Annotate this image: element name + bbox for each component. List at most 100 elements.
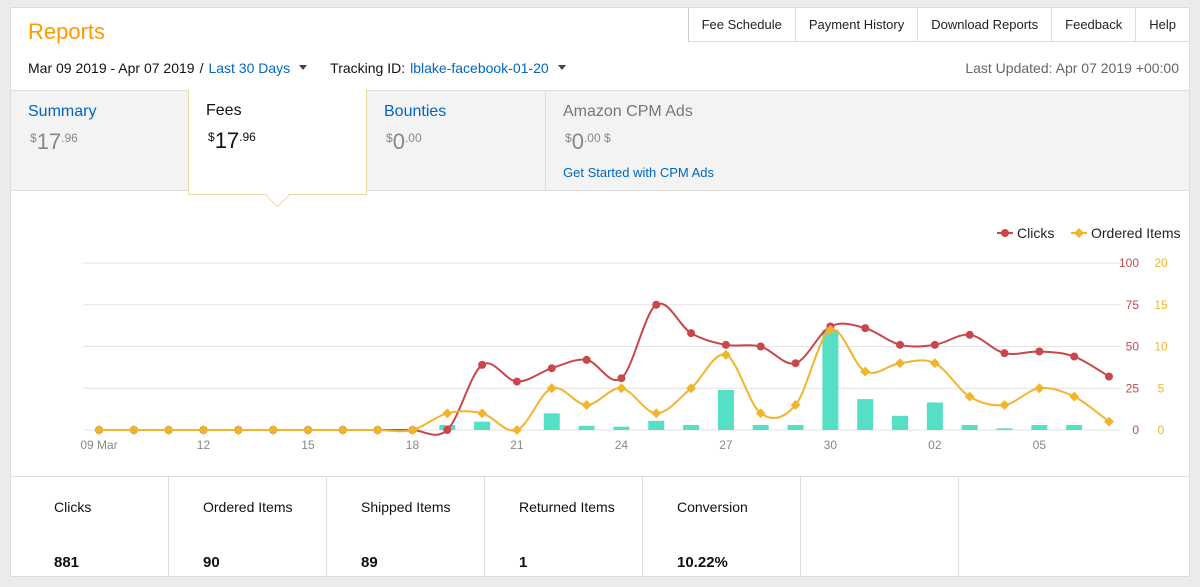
get-started-cpm-link[interactable]: Get Started with CPM Ads — [563, 165, 715, 180]
stats-row: Clicks 881 Ordered Items 90 Shipped Items 8… — [11, 476, 1189, 576]
clicks-point — [791, 359, 800, 368]
x-tick-label: 27 — [719, 438, 733, 452]
x-tick-label: 12 — [197, 438, 211, 452]
tab-bounties[interactable]: Bounties $0.00 — [367, 91, 545, 190]
ordered-items-point — [268, 425, 279, 435]
y-right-tick-label: 20 — [1154, 256, 1168, 270]
top-nav: Fee Schedule Payment History Download Re… — [687, 8, 1189, 42]
bar — [613, 426, 630, 430]
stat-label: Conversion — [677, 499, 748, 515]
tab-summary[interactable]: Summary $17.96 — [11, 91, 188, 190]
fee-schedule-button[interactable]: Fee Schedule — [687, 8, 795, 42]
tab-fees[interactable]: Fees $17.96 — [188, 90, 367, 208]
last-updated: Last Updated: Apr 07 2019 +00:00 — [965, 60, 1179, 76]
ordered-items-point — [233, 425, 244, 435]
clicks-point — [861, 324, 870, 333]
tab-fees-label: Fees — [206, 102, 242, 119]
ordered-items-point — [581, 400, 592, 410]
ordered-items-point — [616, 383, 627, 394]
chevron-down-icon — [557, 64, 566, 70]
tab-summary-label: Summary — [28, 103, 97, 120]
currency-symbol: $ — [565, 131, 572, 145]
ordered-items-point — [964, 391, 975, 402]
help-button[interactable]: Help — [1135, 8, 1189, 42]
period-dropdown[interactable]: Last 30 Days — [208, 60, 308, 76]
y-right-tick-label: 0 — [1158, 423, 1165, 437]
clicks-point — [965, 330, 974, 339]
filter-row: Mar 09 2019 - Apr 07 2019 / Last 30 Days… — [28, 60, 566, 76]
amount-cents: .96 — [239, 130, 256, 144]
ordered-items-point — [337, 425, 348, 435]
tab-cpm-ads[interactable]: Amazon CPM Ads $0.00 $ Get Started with … — [545, 91, 746, 190]
ordered-items-point — [999, 400, 1010, 410]
clicks-point — [1070, 352, 1079, 361]
ordered-items-point — [755, 408, 766, 419]
stat-label: Returned Items — [519, 499, 615, 515]
bounties-amount: $0.00 — [386, 129, 422, 155]
ordered-items-point — [163, 425, 174, 435]
ordered-items-series-line — [99, 328, 1110, 433]
ordered-items-point — [303, 425, 313, 435]
download-reports-button[interactable]: Download Reports — [917, 8, 1052, 42]
stat-empty — [959, 477, 1189, 576]
tracking-label: Tracking ID: — [330, 60, 406, 76]
ordered-items-point — [407, 425, 418, 435]
clicks-point — [617, 374, 626, 383]
chevron-down-icon — [299, 64, 308, 70]
clicks-point — [478, 360, 487, 369]
x-tick-label: 30 — [824, 438, 838, 452]
x-tick-label: 18 — [406, 438, 420, 452]
summary-amount: $17.96 — [30, 129, 78, 155]
ordered-items-point — [1069, 391, 1080, 402]
stat-conversion: Conversion 10.22% — [643, 477, 801, 576]
performance-chart: 100 75 50 25 0 20 15 10 5 0 09 Mar 12 15 18 21 24 27 30 02… — [11, 208, 1189, 463]
bar — [717, 389, 734, 430]
y-left-tick-label: 100 — [1119, 256, 1139, 270]
clicks-point — [930, 340, 939, 349]
tab-cpm-label: Amazon CPM Ads — [563, 103, 693, 120]
amount-cents: .00 $ — [583, 131, 611, 145]
y-left-tick-label: 0 — [1132, 423, 1139, 437]
active-tab-pointer — [265, 183, 290, 208]
y-right-tick-label: 10 — [1154, 340, 1168, 354]
legend-ordered-items-label: Ordered Items — [1091, 225, 1180, 241]
bar — [648, 420, 665, 430]
bar — [578, 425, 595, 430]
ordered-items-point — [477, 408, 488, 419]
page-title: Reports — [28, 19, 106, 44]
bar — [1066, 424, 1083, 430]
ordered-items-point — [128, 425, 139, 435]
ordered-items-point — [686, 383, 697, 394]
tracking-id-dropdown[interactable]: lblake-facebook-01-20 — [410, 60, 566, 76]
amount-whole: 17 — [214, 128, 240, 153]
x-tick-label: 24 — [615, 438, 629, 452]
x-tick-label: 21 — [510, 438, 524, 452]
x-tick-label: 05 — [1033, 438, 1047, 452]
stat-value: 90 — [203, 554, 220, 571]
ordered-items-point — [1034, 383, 1045, 394]
amount-cents: .96 — [61, 131, 78, 145]
y-left-tick-label: 25 — [1126, 381, 1140, 395]
ordered-items-point — [546, 383, 557, 394]
bar — [961, 424, 978, 430]
x-tick-label: 09 Mar — [80, 438, 117, 452]
bar — [822, 329, 839, 430]
ordered-items-point — [895, 358, 905, 369]
stat-clicks: Clicks 881 — [11, 477, 169, 576]
ordered-items-point — [372, 425, 383, 435]
ordered-items-point — [860, 366, 871, 377]
clicks-point — [1035, 347, 1044, 356]
stat-value: 1 — [519, 554, 528, 571]
feedback-button[interactable]: Feedback — [1051, 8, 1136, 42]
stat-ordered-items: Ordered Items 90 — [169, 477, 327, 576]
y-left-tick-label: 75 — [1126, 298, 1140, 312]
amount-cents: .00 — [404, 131, 422, 145]
ordered-items-point — [720, 349, 731, 360]
payment-history-button[interactable]: Payment History — [794, 8, 918, 42]
clicks-series-line — [99, 302, 1110, 436]
clicks-point — [1105, 372, 1113, 381]
stat-label: Ordered Items — [203, 499, 293, 515]
date-range: Mar 09 2019 - Apr 07 2019 — [28, 60, 195, 76]
date-separator: / — [199, 60, 204, 76]
